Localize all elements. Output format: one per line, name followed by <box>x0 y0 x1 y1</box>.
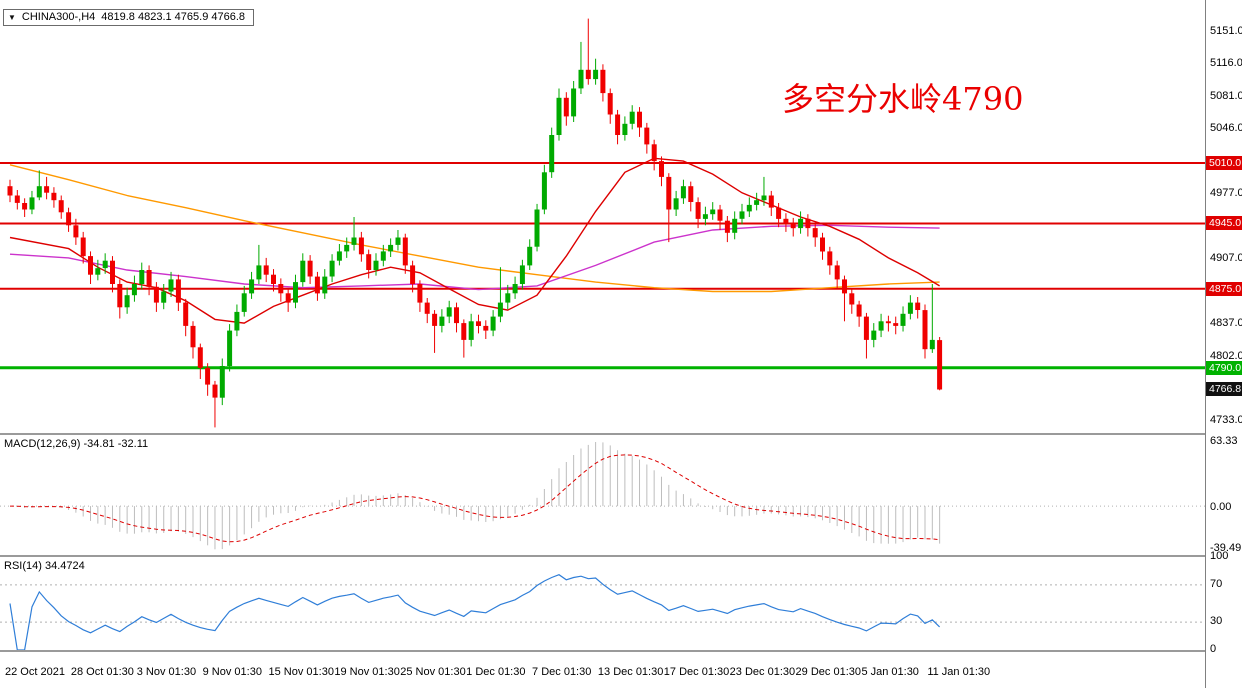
price-tick-label: 5046.0 <box>1210 122 1242 135</box>
rsi-chart[interactable] <box>0 557 1205 650</box>
price-tick-label: 5116.0 <box>1210 57 1242 70</box>
time-label: 3 Nov 01:30 <box>136 666 197 678</box>
time-label: 7 Dec 01:30 <box>532 666 592 678</box>
time-label: 11 Jan 01:30 <box>927 666 991 678</box>
rsi-label: RSI(14) 34.4724 <box>4 560 85 572</box>
rsi-axis-label: 30 <box>1210 615 1223 628</box>
macd-label-text: MACD(12,26,9) <box>4 438 81 450</box>
macd-value-2: -32.11 <box>117 438 149 450</box>
time-label: 22 Oct 2021 <box>5 666 65 678</box>
hline-price-badge: 4790.0 <box>1206 360 1242 375</box>
macd-panel[interactable]: MACD(12,26,9) -34.81 -32.11 <box>0 435 1205 555</box>
price-tick-label: 4907.0 <box>1210 251 1242 264</box>
rsi-value: 34.4724 <box>44 560 85 572</box>
macd-label: MACD(12,26,9) -34.81 -32.11 <box>4 438 148 450</box>
time-label: 25 Nov 01:30 <box>400 666 466 678</box>
chart-annotation-text: 多空分水岭4790 <box>782 80 1024 118</box>
time-label: 23 Dec 01:30 <box>729 666 796 678</box>
time-label: 19 Nov 01:30 <box>334 666 400 678</box>
macd-axis-label: 0.00 <box>1210 501 1232 514</box>
chart-ohlc-values: 4819.8 4823.1 4765.9 4766.8 <box>101 11 246 23</box>
chart-title-box: ▼ CHINA300-,H4 4819.8 4823.1 4765.9 4766… <box>3 9 255 26</box>
rsi-axis-label: 100 <box>1210 550 1229 562</box>
rsi-axis-label: 70 <box>1210 577 1223 590</box>
panel-separator[interactable] <box>0 433 1242 435</box>
macd-chart[interactable] <box>0 435 1205 555</box>
time-label: 9 Nov 01:30 <box>202 666 262 678</box>
time-label: 5 Jan 01:30 <box>861 666 919 678</box>
price-tick-label: 4837.0 <box>1210 317 1242 330</box>
chart-symbol-timeframe: CHINA300-,H4 <box>21 11 96 23</box>
price-tick-label: 4802.0 <box>1210 349 1242 362</box>
panel-separator[interactable] <box>0 555 1242 557</box>
time-axis[interactable]: 22 Oct 2021 28 Oct 01:30 3 Nov 01:30 9 Nov … <box>0 652 1205 688</box>
rsi-axis-label: 0 <box>1210 643 1217 655</box>
hline-price-badge: 4945.0 <box>1206 216 1242 231</box>
price-tick-label: 5151.0 <box>1210 24 1242 37</box>
hline-price-badge: 5010.0 <box>1206 155 1242 170</box>
price-chart-panel[interactable]: 多空分水岭4790 ▼ CHINA300-,H4 4819.8 4823.1 4… <box>0 0 1205 433</box>
rsi-panel[interactable]: RSI(14) 34.4724 <box>0 557 1205 650</box>
price-tick-label: 4977.0 <box>1210 186 1242 199</box>
panel-separator[interactable] <box>0 650 1242 652</box>
candlestick-chart[interactable] <box>0 0 1205 433</box>
price-tick-label: 5081.0 <box>1210 89 1242 102</box>
time-label: 17 Dec 01:30 <box>663 666 730 678</box>
chart-menu-arrow-icon[interactable]: ▼ <box>8 12 16 22</box>
macd-value-1: -34.81 <box>83 438 115 450</box>
time-label: 13 Dec 01:30 <box>597 666 664 678</box>
rsi-label-text: RSI(14) <box>4 560 42 572</box>
macd-axis-label: 63.33 <box>1210 434 1238 447</box>
time-label: 29 Dec 01:30 <box>795 666 861 678</box>
price-axis[interactable]: 5151.0 5116.0 5081.0 5046.0 4977.0 4907.0 4837… <box>1205 0 1242 688</box>
time-label: 28 Oct 01:30 <box>70 666 134 678</box>
price-tick-label: 4733.0 <box>1210 413 1242 426</box>
hline-price-badge: 4875.0 <box>1206 281 1242 296</box>
time-label: 1 Dec 01:30 <box>466 666 526 678</box>
time-label: 15 Nov 01:30 <box>268 666 334 678</box>
macd-axis-label: -39.49 <box>1210 542 1242 555</box>
current-price-badge: 4766.8 <box>1206 382 1242 397</box>
